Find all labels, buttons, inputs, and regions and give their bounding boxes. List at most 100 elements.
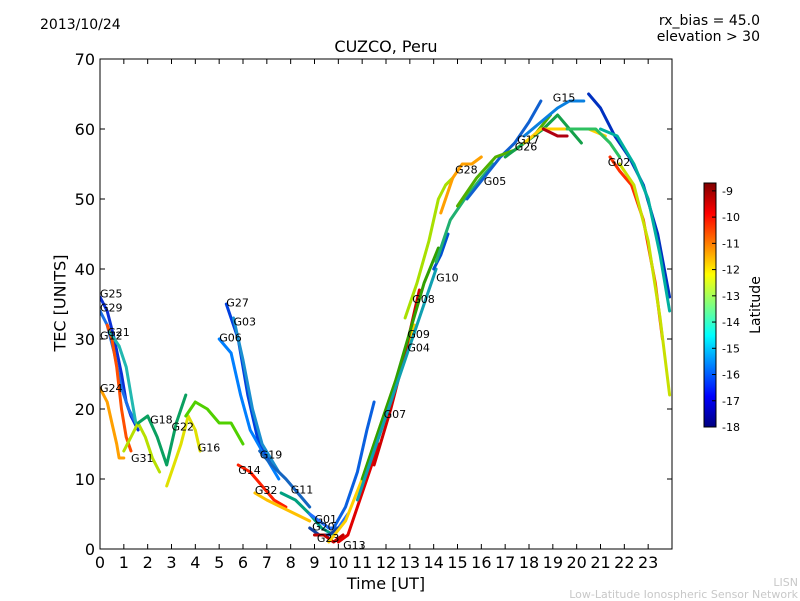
- y-tick-label: 10: [75, 470, 95, 489]
- series-label-g27: G27: [226, 297, 249, 310]
- series-line-g15: [522, 99, 586, 138]
- series-line-g32: [253, 491, 312, 523]
- series-label-g14: G14: [238, 464, 261, 477]
- series-label-g21: G21: [107, 326, 130, 339]
- x-axis-label: Time [UT]: [346, 574, 426, 593]
- series-label-g23: G23: [317, 532, 340, 545]
- series-line-gl1: [403, 176, 455, 320]
- colorbar-tick-label: -18: [722, 421, 740, 434]
- series-line-g03: [232, 316, 281, 474]
- x-tick-label: 18: [519, 553, 539, 572]
- chart-title: CUZCO, Peru: [334, 37, 438, 56]
- x-tick-label: 1: [119, 553, 129, 572]
- colorbar: [703, 182, 717, 428]
- series-label-g32: G32: [255, 484, 278, 497]
- x-tick-label: 23: [638, 553, 658, 572]
- x-tick-label: 11: [352, 553, 372, 572]
- colorbar-tick-label: -13: [722, 290, 740, 303]
- series-label-g05: G05: [484, 175, 507, 188]
- series-label-g12: G12: [100, 330, 123, 343]
- date-label: 2013/10/24: [40, 17, 121, 33]
- y-tick-label: 60: [75, 120, 95, 139]
- series-label-g28: G28: [455, 164, 478, 177]
- colorbar-tick-label: -15: [722, 342, 740, 355]
- series-label-g22: G22: [172, 421, 195, 434]
- x-tick-label: 14: [423, 553, 443, 572]
- series-line-gr1: [587, 92, 672, 299]
- series-line-gr4: [618, 162, 672, 397]
- elevation-label: elevation > 30: [656, 29, 760, 45]
- y-tick-label: 20: [75, 400, 95, 419]
- series-label-g04: G04: [407, 341, 430, 354]
- series-line-gm1: [503, 113, 583, 159]
- x-tick-label: 16: [471, 553, 491, 572]
- colorbar-tick-label: -14: [722, 316, 740, 329]
- series-label-g15: G15: [553, 92, 576, 105]
- colorbar-tick-label: -11: [722, 237, 740, 250]
- series-line-g10: [432, 232, 450, 271]
- y-tick-label: 50: [75, 190, 95, 209]
- footer-org-short: LISN: [773, 576, 798, 589]
- series-line-g24: [100, 386, 126, 460]
- series-line-g02: [565, 127, 622, 159]
- series-label-g24: G24: [100, 382, 123, 395]
- series-line-gm3: [541, 127, 569, 138]
- series-label-g31: G31: [131, 452, 154, 465]
- x-tick-label: 3: [166, 553, 176, 572]
- series-line-g09: [360, 246, 440, 481]
- series-line-g31: [122, 421, 162, 474]
- series-label-g19: G19: [260, 449, 283, 462]
- x-tick-label: 8: [286, 553, 296, 572]
- colorbar-tick-label: -17: [722, 395, 740, 408]
- series-line-g17: [465, 99, 543, 201]
- x-tick-label: 9: [309, 553, 319, 572]
- series-label-g07: G07: [384, 408, 407, 421]
- y-tick-label: 70: [75, 50, 95, 69]
- x-tick-label: 0: [95, 553, 105, 572]
- series-label-g16: G16: [198, 442, 221, 455]
- y-tick-label: 30: [75, 330, 95, 349]
- series-line-g19: [258, 449, 312, 509]
- x-tick-label: 7: [262, 553, 272, 572]
- x-tick-label: 20: [566, 553, 586, 572]
- series-line-g21: [108, 330, 138, 425]
- series-label-g02: G02: [608, 156, 631, 169]
- colorbar-tick-label: -16: [722, 369, 740, 382]
- series-label-g10: G10: [436, 271, 459, 284]
- x-tick-label: 13: [400, 553, 420, 572]
- plot-frame: [99, 58, 673, 550]
- series-line-gr2: [608, 155, 664, 341]
- series-label-g20: G20: [312, 521, 335, 534]
- x-tick-label: 4: [190, 553, 200, 572]
- series-line-gr3: [599, 127, 672, 313]
- x-tick-label: 10: [328, 553, 348, 572]
- series-line-g23: [313, 533, 345, 544]
- series-label-g25: G25: [100, 288, 123, 301]
- series-label-g06: G06: [219, 332, 242, 345]
- series-line-g18: [136, 393, 188, 467]
- y-tick-label: 0: [85, 540, 95, 559]
- series-label-g11: G11: [291, 484, 314, 497]
- series-line-g16: [184, 400, 245, 446]
- colorbar-tick-label: -10: [722, 211, 740, 224]
- x-tick-label: 22: [614, 553, 634, 572]
- series-label-g26: G26: [515, 141, 538, 154]
- series-label-g03: G03: [234, 316, 257, 329]
- series-label-g17: G17: [517, 134, 540, 147]
- x-tick-label: 21: [590, 553, 610, 572]
- series-line-g05: [434, 162, 495, 264]
- series-line-g28: [439, 155, 483, 215]
- series-label-g18: G18: [150, 414, 173, 427]
- colorbar-tick-label: -12: [722, 264, 740, 277]
- x-tick-label: 12: [376, 553, 396, 572]
- x-tick-label: 15: [447, 553, 467, 572]
- series-label-g08: G08: [412, 293, 435, 306]
- footer-org-long: Low-Latitude Ionospheric Sensor Network: [569, 588, 798, 601]
- series-line-g22: [165, 414, 202, 488]
- rx-bias-label: rx_bias = 45.0: [658, 13, 760, 29]
- series-line-g07: [332, 400, 376, 530]
- series-line-g14: [236, 463, 288, 509]
- x-tick-label: 19: [543, 553, 563, 572]
- series-label-g01: G01: [315, 513, 338, 526]
- x-tick-label: 17: [495, 553, 515, 572]
